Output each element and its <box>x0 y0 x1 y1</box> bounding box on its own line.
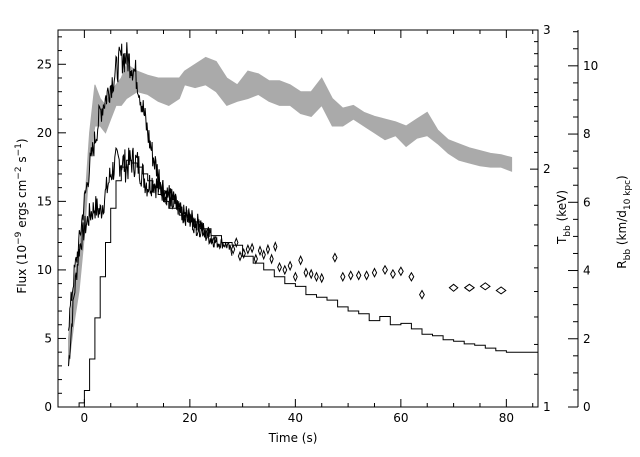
radius-tick-label: 0 <box>583 400 591 414</box>
radius-tick-label: 6 <box>583 195 591 209</box>
diamond-point <box>390 268 396 280</box>
radius-tick-label: 8 <box>583 127 591 141</box>
diamond-point <box>257 245 263 257</box>
temperature-tick-label: 3 <box>543 23 551 37</box>
diamond-point <box>241 247 246 259</box>
diamond-point <box>298 254 304 266</box>
diamond-point <box>495 286 507 295</box>
diamond-point <box>397 266 404 277</box>
diamond-point <box>303 267 309 279</box>
axes: 0 20 40 60 80 0 5 10 15 20 25 1 2 3 0 2 4 6 8 10 <box>37 23 599 425</box>
radius-diamond-series <box>230 237 507 300</box>
diamond-point <box>463 283 476 292</box>
y-axis-radius-title: Rbb (km/d10 kpc) <box>615 175 633 268</box>
diamond-point <box>273 241 278 253</box>
y-left-tick-label: 25 <box>37 57 52 71</box>
temperature-band-series <box>68 56 513 366</box>
x-tick-label: 80 <box>499 411 514 425</box>
plot-frame <box>57 29 539 408</box>
diamond-point <box>265 243 271 255</box>
radius-tick-label: 10 <box>583 59 598 73</box>
flux-line-series <box>68 42 539 408</box>
y-left-tick-label: 20 <box>37 126 52 140</box>
diamond-point <box>340 271 346 282</box>
x-tick-label: 20 <box>182 411 197 425</box>
diamond-point <box>261 249 266 261</box>
diamond-point <box>371 267 378 278</box>
diamond-point <box>282 264 288 276</box>
diamond-point <box>237 250 243 262</box>
diamond-point <box>308 268 314 280</box>
diamond-point <box>253 253 258 265</box>
x-tick-label: 60 <box>393 411 408 425</box>
x-axis-title: Time (s) <box>268 431 318 445</box>
diamond-point <box>355 270 362 281</box>
diamond-point <box>277 261 282 273</box>
step-line-series-2 <box>73 159 539 408</box>
diamond-point <box>314 271 319 283</box>
y-axis-left-title: Flux (10−9 ergs cm−2 s−1) <box>14 138 29 293</box>
diamond-point <box>292 271 298 283</box>
diamond-point <box>419 289 425 300</box>
diamond-point <box>479 282 491 291</box>
temperature-tick-label: 1 <box>543 400 551 414</box>
diamond-point <box>408 271 415 282</box>
diamond-point <box>287 260 293 272</box>
radius-tick-label: 2 <box>583 332 591 346</box>
plot-border <box>57 29 539 408</box>
diamond-point <box>245 243 251 255</box>
band-series-3 <box>68 56 513 366</box>
diamond-point <box>230 243 236 255</box>
diamond-point <box>332 252 338 263</box>
diamond-point <box>448 283 459 292</box>
x-tick-label: 0 <box>81 411 89 425</box>
radius-tick-label: 4 <box>583 264 591 278</box>
temperature-tick-label: 2 <box>543 162 551 176</box>
diamond-point <box>269 253 274 265</box>
y-left-tick-label: 10 <box>37 263 52 277</box>
y-left-tick-label: 5 <box>44 331 52 345</box>
y-axis-temperature-title: Tbb (keV) <box>555 190 573 245</box>
diamond-point <box>319 272 325 284</box>
noisy-line-series-1 <box>68 42 217 331</box>
y-left-tick-label: 0 <box>44 400 52 414</box>
x-tick-label: 40 <box>288 411 303 425</box>
diamond-point <box>249 242 255 254</box>
diamond-point <box>348 270 354 281</box>
diamond-point <box>382 264 388 276</box>
y-left-tick-label: 15 <box>37 194 52 208</box>
diamond-point <box>234 237 239 248</box>
diamond-point <box>363 270 370 281</box>
